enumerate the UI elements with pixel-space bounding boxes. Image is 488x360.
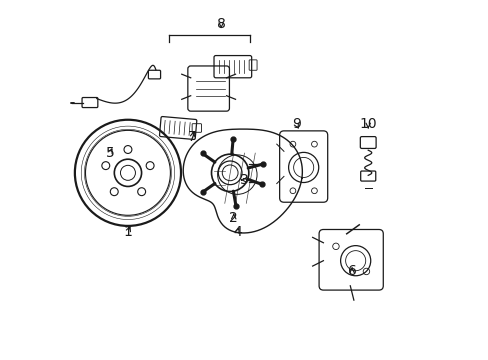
Text: 6: 6: [347, 265, 356, 278]
Text: 9: 9: [291, 117, 300, 131]
Text: 1: 1: [123, 225, 132, 239]
Text: 10: 10: [359, 117, 376, 131]
Text: 3: 3: [240, 173, 248, 187]
Text: 7: 7: [188, 130, 197, 144]
Text: 2: 2: [229, 211, 238, 225]
Text: 5: 5: [105, 146, 114, 160]
Text: 4: 4: [232, 225, 241, 239]
Text: 8: 8: [216, 17, 225, 31]
